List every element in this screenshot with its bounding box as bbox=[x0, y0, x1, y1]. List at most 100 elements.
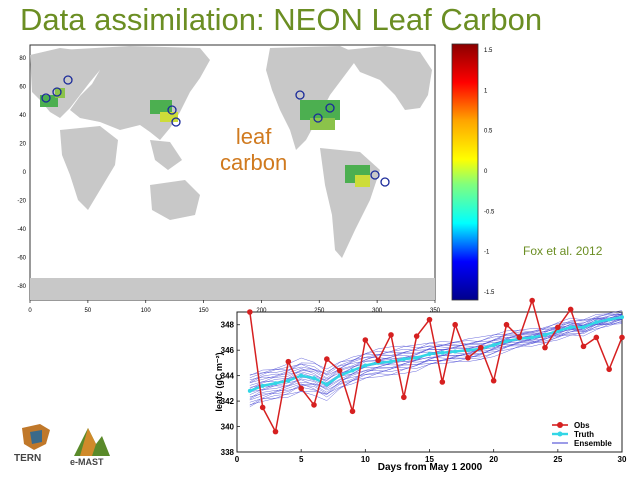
colorbar-tick-label: 1 bbox=[484, 88, 488, 94]
obs-point bbox=[285, 358, 292, 365]
obs-point bbox=[606, 366, 612, 373]
land-se-asia bbox=[150, 140, 182, 170]
truth-point bbox=[273, 381, 278, 386]
obs-point bbox=[580, 343, 587, 350]
chart-y-tick-label: 344 bbox=[221, 372, 235, 381]
truth-point bbox=[324, 382, 329, 387]
obs-point bbox=[362, 337, 369, 343]
map-x-tick-label: 350 bbox=[430, 308, 441, 314]
obs-point bbox=[503, 321, 510, 328]
truth-point bbox=[299, 373, 304, 378]
obs-point bbox=[555, 324, 561, 331]
slide-title: Data assimilation: NEON Leaf Carbon bbox=[20, 2, 543, 37]
chart-y-tick-label: 346 bbox=[221, 346, 235, 355]
map-y-tick-label: 60 bbox=[19, 85, 26, 91]
obs-point bbox=[529, 297, 535, 304]
chart-y-tick-label: 342 bbox=[221, 397, 235, 406]
colorbar-tick-label: -0.5 bbox=[484, 209, 495, 215]
chart-legend: Obs Truth Ensemble bbox=[552, 421, 612, 448]
truth-point bbox=[453, 349, 458, 354]
truth-point bbox=[363, 363, 368, 368]
map-x-ticks: 0 50 100 150 200 250 300 350 bbox=[28, 300, 441, 314]
land-antarctica bbox=[30, 278, 435, 300]
truth-point bbox=[581, 325, 586, 330]
colorbar-tick-label: 0 bbox=[484, 169, 488, 175]
tern-logo: TERN bbox=[12, 420, 62, 470]
map-annotation-line1: leaf bbox=[235, 124, 272, 149]
world-map: 0 50 100 150 200 250 300 350 806040200-20-40-60… bbox=[17, 44, 441, 314]
obs-point bbox=[490, 377, 497, 384]
obs-point bbox=[452, 321, 458, 328]
truth-point bbox=[440, 350, 445, 355]
emast-logo-mark bbox=[74, 428, 110, 456]
citation: Fox et al. 2012 bbox=[523, 244, 603, 258]
chart-y-ticks: 338 340 342 344 346 348 bbox=[221, 321, 240, 457]
emast-logo: e-MAST bbox=[66, 424, 116, 470]
truth-point bbox=[260, 383, 265, 388]
obs-series-line bbox=[249, 298, 623, 434]
ensemble-member-line bbox=[249, 320, 623, 406]
obs-point bbox=[516, 334, 523, 341]
obs-point bbox=[336, 367, 343, 374]
map-y-tick-label: 20 bbox=[19, 142, 26, 148]
truth-point bbox=[620, 315, 624, 320]
chart-x-tick-label: 25 bbox=[553, 455, 562, 464]
chart-x-tick-label: 10 bbox=[361, 455, 370, 464]
chart-x-tick-label: 30 bbox=[618, 455, 627, 464]
map-x-tick-label: 300 bbox=[372, 308, 383, 314]
obs-point bbox=[401, 394, 407, 401]
colorbar: 1.5 1 0.5 0 -0.5 -1 -1.5 bbox=[451, 43, 495, 301]
obs-point bbox=[247, 309, 253, 315]
truth-point bbox=[504, 339, 509, 344]
legend-ensemble: Ensemble bbox=[574, 439, 612, 448]
obs-point bbox=[567, 306, 574, 313]
obs-point bbox=[349, 408, 356, 415]
obs-point bbox=[375, 357, 381, 364]
map-y-tick-label: -20 bbox=[17, 199, 26, 205]
obs-point bbox=[311, 402, 317, 408]
timeseries-chart: 0 5 10 15 20 25 30 338 340 342 344 346 348 Days fro… bbox=[214, 297, 627, 473]
colorbar-tick-label: 1.5 bbox=[484, 48, 493, 54]
legend-truth: Truth bbox=[574, 430, 594, 439]
truth-point bbox=[427, 352, 432, 356]
truth-point bbox=[312, 376, 316, 381]
obs-point bbox=[478, 344, 484, 351]
obs-point bbox=[298, 385, 304, 392]
land-greenland-europe bbox=[345, 46, 432, 110]
chart-x-tick-label: 0 bbox=[235, 455, 240, 464]
map-x-tick-label: 100 bbox=[141, 308, 152, 314]
truth-point bbox=[389, 359, 393, 364]
chart-x-tick-label: 15 bbox=[425, 455, 434, 464]
map-annotation-line2: carbon bbox=[220, 150, 288, 175]
obs-point bbox=[619, 334, 625, 341]
truth-point bbox=[543, 332, 547, 337]
obs-point bbox=[439, 379, 446, 385]
map-x-tick-label: 200 bbox=[256, 308, 267, 314]
truth-point bbox=[568, 325, 573, 330]
obs-line bbox=[247, 297, 625, 435]
colorbar-tick-label: -1.5 bbox=[484, 290, 495, 296]
truth-point bbox=[414, 355, 419, 360]
map-x-tick-label: 50 bbox=[85, 308, 92, 314]
emast-logo-text: e-MAST bbox=[70, 457, 104, 467]
map-y-tick-label: -60 bbox=[17, 256, 26, 262]
map-x-tick-label: 150 bbox=[199, 308, 210, 314]
land-australia bbox=[150, 180, 200, 220]
tern-logo-text: TERN bbox=[14, 453, 42, 464]
truth-point bbox=[247, 388, 252, 393]
chart-y-label: leafc (gC m⁻²) bbox=[214, 352, 224, 411]
colorbar-ticks: 1.5 1 0.5 0 -0.5 -1 -1.5 bbox=[484, 48, 495, 296]
truth-point bbox=[594, 320, 599, 325]
chart-x-tick-label: 5 bbox=[299, 455, 304, 464]
colorbar-tick-label: 0.5 bbox=[484, 129, 493, 135]
chart-x-ticks: 0 5 10 15 20 25 30 bbox=[235, 449, 627, 464]
map-y-tick-label: -80 bbox=[17, 284, 26, 290]
chart-x-tick-label: 20 bbox=[489, 455, 498, 464]
map-x-tick-label: 250 bbox=[314, 308, 325, 314]
chart-x-label: Days from May 1 2000 bbox=[378, 462, 483, 473]
truth-point bbox=[491, 343, 496, 348]
obs-point bbox=[465, 355, 471, 361]
obs-point bbox=[426, 316, 433, 323]
map-x-tick-label: 0 bbox=[28, 308, 32, 314]
